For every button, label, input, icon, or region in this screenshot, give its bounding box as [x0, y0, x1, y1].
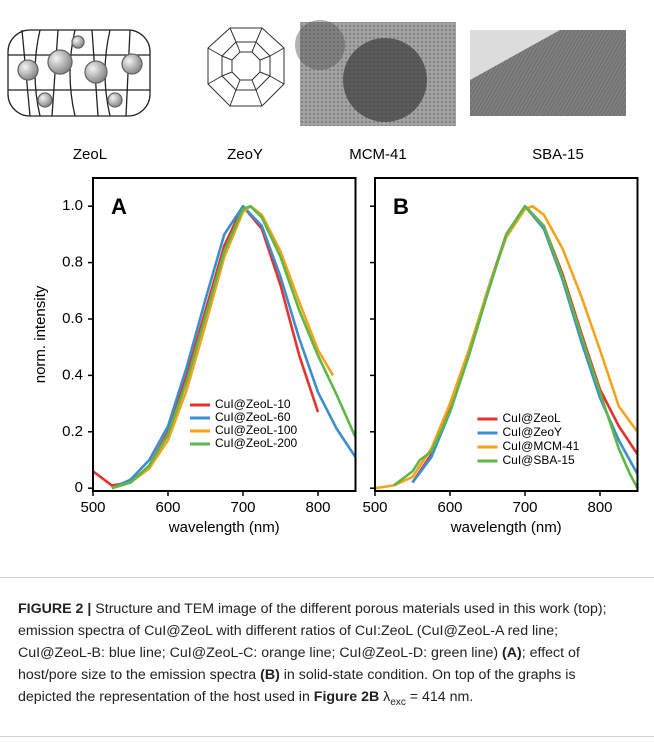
line-series [375, 204, 638, 490]
legend-label: CuI@ZeoL [503, 411, 562, 425]
y-tick-label: 0.4 [62, 366, 83, 383]
y-tick-label: 0.8 [62, 254, 83, 271]
caption-segment: (A) [502, 645, 522, 661]
caption-segment: Figure 2B [313, 689, 380, 705]
caption-text: FIGURE 2 | Structure and TEM image of th… [0, 578, 654, 714]
y-tick-label: 0.2 [62, 423, 83, 440]
x-tick-label: 600 [437, 499, 462, 516]
zeol-structure [7, 29, 151, 117]
line-series [393, 204, 638, 489]
y-tick-label: 0.6 [62, 310, 83, 327]
material-label: ZeoY [227, 146, 263, 163]
caption-segment: FIGURE 2 | [18, 601, 92, 617]
x-tick-label: 800 [587, 499, 612, 516]
x-tick-label: 500 [362, 499, 387, 516]
legend-label: CuI@ZeoY [503, 425, 563, 439]
caption-segment: ; effect of host/pore size to the emissi… [18, 645, 580, 683]
caption-segment: λ [379, 689, 391, 705]
caption-segment: Structure and TEM image of the different… [18, 601, 607, 661]
caption-segment: (B) [260, 667, 280, 683]
legend-label: CuI@ZeoL-60 [215, 410, 291, 424]
x-tick-label: 600 [155, 499, 180, 516]
zeoy-structure [207, 27, 285, 107]
figure: ZeoL ZeoY MCM-41 SBA-15 500 600 700 800 0 0.2 0.4 0… [7, 20, 639, 536]
sba15-tem [470, 30, 626, 116]
y-tick-label: 1.0 [62, 197, 83, 214]
panel-label: A [111, 194, 127, 219]
caption-segment: in solid-state condition. On top of the … [18, 667, 576, 705]
x-tick-label: 800 [305, 499, 330, 516]
x-tick-label: 700 [230, 499, 255, 516]
line-series [111, 204, 356, 490]
x-axis-label: wavelength (nm) [450, 519, 562, 536]
caption-segment: exc [390, 696, 406, 708]
caption: FIGURE 2 | Structure and TEM image of th… [0, 577, 654, 737]
mcm41-tem [295, 20, 456, 126]
y-axis-label: norm. intensity [32, 285, 49, 383]
legend-label: CuI@MCM-41 [503, 439, 580, 453]
legend-label: CuI@ZeoL-200 [215, 436, 298, 450]
panel-label: B [393, 194, 409, 219]
legend-label: CuI@ZeoL-100 [215, 423, 298, 437]
line-series [111, 204, 356, 490]
x-tick-label: 700 [512, 499, 537, 516]
line-series [111, 204, 335, 490]
material-label: MCM-41 [349, 146, 407, 163]
legend-label: CuI@SBA-15 [503, 453, 576, 467]
y-tick-label: 0 [75, 479, 83, 496]
legend-label: CuI@ZeoL-10 [215, 397, 291, 411]
material-label: SBA-15 [532, 146, 584, 163]
caption-segment: = 414 nm. [405, 689, 474, 705]
material-label: ZeoL [73, 146, 107, 163]
x-axis-label: wavelength (nm) [168, 519, 280, 536]
plot-frame [374, 177, 639, 492]
x-tick-label: 500 [80, 499, 105, 516]
plot-frame [92, 177, 357, 492]
